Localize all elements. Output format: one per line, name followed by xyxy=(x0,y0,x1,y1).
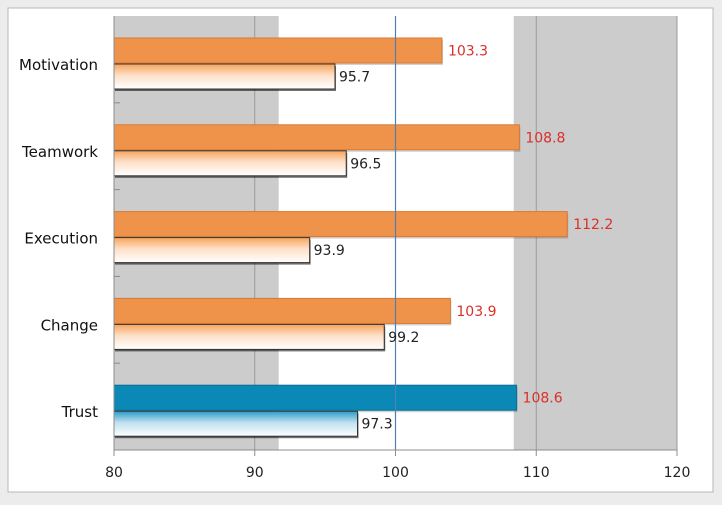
x-tick-label-120: 120 xyxy=(664,465,691,481)
category-label-motivation: Motivation xyxy=(19,56,98,74)
data-label-secondary-teamwork: 96.5 xyxy=(350,156,381,172)
data-label-primary-change: 103.9 xyxy=(456,304,496,320)
category-label-trust: Trust xyxy=(61,403,98,421)
bar-secondary-teamwork xyxy=(113,150,347,177)
bar-secondary-trust xyxy=(113,410,358,437)
data-label-primary-teamwork: 108.8 xyxy=(525,130,565,146)
data-label-secondary-trust: 97.3 xyxy=(361,417,392,433)
bar-primary-execution xyxy=(113,211,568,238)
x-tick-label-100: 100 xyxy=(382,465,409,481)
bar-primary-change xyxy=(113,297,451,324)
data-label-primary-motivation: 103.3 xyxy=(448,44,488,60)
category-label-teamwork: Teamwork xyxy=(21,143,98,161)
data-label-primary-execution: 112.2 xyxy=(573,217,613,233)
category-label-change: Change xyxy=(41,316,98,334)
bar-primary-motivation xyxy=(113,37,443,64)
bar-secondary-execution xyxy=(113,237,311,264)
data-label-secondary-execution: 93.9 xyxy=(314,243,345,259)
bar-primary-trust xyxy=(113,384,518,411)
axes: 80 90 100 110 120 xyxy=(105,16,690,481)
bar-secondary-motivation xyxy=(113,63,336,90)
x-tick-label-80: 80 xyxy=(105,465,123,481)
x-tick-label-90: 90 xyxy=(246,465,264,481)
category-label-execution: Execution xyxy=(24,230,98,248)
data-label-primary-trust: 108.6 xyxy=(523,391,563,407)
x-tick-label-110: 110 xyxy=(523,465,550,481)
bar-primary-teamwork xyxy=(113,124,520,151)
labels: 103.3 95.7 Motivation 108.8 96.5 Teamwork 112.… xyxy=(19,44,613,433)
data-label-secondary-change: 99.2 xyxy=(388,330,419,346)
bar-secondary-change xyxy=(113,323,385,350)
data-label-secondary-motivation: 95.7 xyxy=(339,70,370,86)
